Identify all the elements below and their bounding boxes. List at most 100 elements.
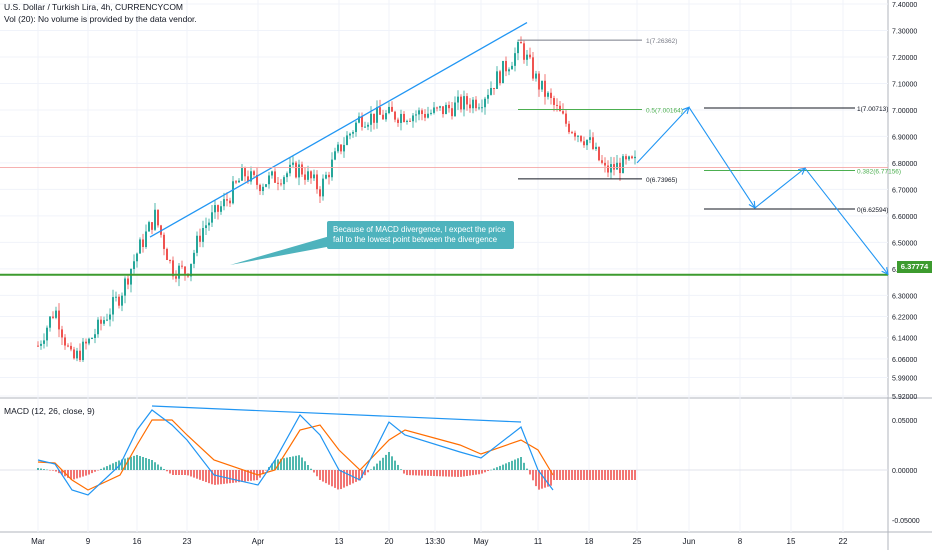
candle-body: [559, 105, 561, 112]
histogram-bar: [121, 459, 123, 470]
candle-body: [172, 260, 174, 277]
histogram-bar: [190, 470, 192, 477]
histogram-bar: [349, 470, 351, 485]
x-tick-label: 18: [585, 537, 594, 546]
histogram-bar: [493, 468, 495, 470]
candle-body: [433, 107, 435, 113]
candle-body: [262, 186, 264, 192]
histogram-bar: [346, 470, 348, 487]
candle-body: [136, 253, 138, 262]
candle-body: [298, 164, 300, 178]
histogram-bar: [241, 470, 243, 482]
candle-body: [289, 164, 291, 174]
candle-body: [415, 114, 417, 116]
histogram-bar: [538, 470, 540, 490]
candle-body: [517, 42, 519, 54]
histogram-bar: [304, 461, 306, 470]
histogram-bar: [226, 470, 228, 484]
histogram-bar: [61, 470, 63, 475]
histogram-bar: [508, 462, 510, 470]
candle-body: [601, 160, 603, 163]
candle-body: [394, 111, 396, 120]
candle-body: [322, 178, 324, 197]
annotation-callout[interactable]: Because of MACD divergence, I expect the…: [327, 221, 514, 249]
candle-body: [619, 162, 621, 174]
candle-body: [46, 327, 48, 341]
fib-level-label: 0(6.62594): [857, 207, 888, 214]
histogram-bar: [631, 470, 633, 480]
candle-body: [211, 212, 213, 223]
histogram-bar: [451, 470, 453, 477]
x-tick-label: 15: [787, 537, 796, 546]
candle-body: [508, 69, 510, 72]
histogram-bar: [514, 459, 516, 470]
candle-body: [124, 278, 126, 296]
histogram-bar: [436, 470, 438, 477]
candle-body: [406, 120, 408, 122]
histogram-bar: [415, 470, 417, 476]
histogram-bar: [82, 470, 84, 477]
candle-body: [280, 183, 282, 185]
candle-body: [331, 159, 333, 178]
histogram-bar: [475, 470, 477, 475]
histogram-bar: [325, 470, 327, 484]
candle-body: [163, 234, 165, 249]
candle-body: [37, 345, 39, 347]
candle-body: [121, 295, 123, 306]
y-tick-label: 5.99000: [892, 375, 917, 382]
candle-body: [97, 319, 99, 335]
candle-body: [616, 162, 618, 170]
histogram-bar: [583, 470, 585, 480]
histogram-bar: [412, 470, 414, 476]
histogram-bar: [202, 470, 204, 481]
candle-body: [241, 168, 243, 181]
candle-body: [64, 337, 66, 346]
projection-arrowhead: [881, 267, 889, 276]
histogram-bar: [310, 468, 312, 470]
candle-body: [355, 122, 357, 133]
histogram-bar: [361, 470, 363, 479]
candle-body: [583, 141, 585, 146]
y-tick-label: 7.40000: [892, 2, 917, 9]
callout-pointer: [230, 236, 332, 265]
projection-arrowhead: [748, 200, 756, 209]
candle-body: [256, 174, 258, 185]
histogram-bar: [442, 470, 444, 477]
candle-body: [634, 156, 636, 159]
histogram-bar: [139, 456, 141, 470]
candle-body: [427, 113, 429, 118]
histogram-bar: [124, 458, 126, 470]
histogram-bar: [343, 470, 345, 488]
histogram-bar: [517, 458, 519, 470]
histogram-bar: [244, 470, 246, 482]
histogram-bar: [211, 470, 213, 485]
candle-body: [106, 319, 108, 321]
candle-body: [313, 174, 315, 179]
candle-body: [214, 205, 216, 213]
candle-body: [184, 266, 186, 274]
candle-body: [472, 99, 474, 109]
candle-body: [397, 119, 399, 123]
candle-body: [385, 113, 387, 120]
candle-body: [628, 156, 630, 160]
x-tick-label: 25: [633, 537, 642, 546]
candle-body: [577, 135, 579, 137]
histogram-bar: [184, 470, 186, 475]
candle-body: [310, 171, 312, 179]
candle-body: [403, 113, 405, 122]
candle-body: [376, 107, 378, 123]
signal-line: [37, 419, 554, 491]
histogram-bar: [328, 470, 330, 485]
histogram-bar: [298, 455, 300, 470]
candle-body: [334, 151, 336, 160]
histogram-bar: [370, 469, 372, 470]
histogram-bar: [622, 470, 624, 480]
histogram-bar: [532, 470, 534, 481]
candle-body: [220, 206, 222, 212]
candle-body: [130, 269, 132, 285]
x-tick-label: Mar: [31, 537, 45, 546]
candle-body: [469, 104, 471, 109]
candle-body: [424, 113, 426, 118]
candle-body: [52, 316, 54, 318]
